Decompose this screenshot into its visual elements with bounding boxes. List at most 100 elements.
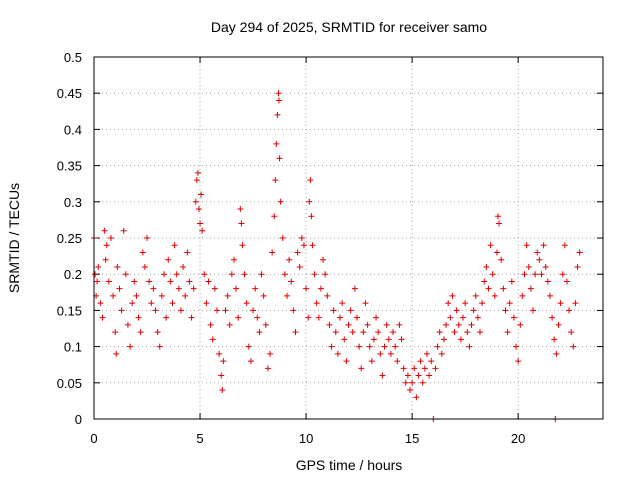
y-axis-title: SRMTID / TECUs (6, 183, 22, 293)
data-point (131, 278, 138, 285)
data-point (332, 329, 339, 336)
data-point (120, 227, 127, 234)
data-point (271, 213, 278, 220)
data-point (436, 329, 443, 336)
data-point (470, 307, 477, 314)
data-point (328, 343, 335, 350)
data-point (419, 379, 426, 386)
data-point (495, 213, 502, 220)
data-point (148, 300, 155, 307)
data-point (158, 292, 165, 299)
data-point (555, 321, 562, 328)
data-point (356, 343, 363, 350)
data-point (254, 314, 261, 321)
data-point (277, 198, 284, 205)
data-point (498, 256, 505, 263)
data-point (203, 300, 210, 307)
data-point (398, 336, 405, 343)
data-point (464, 329, 471, 336)
data-point (165, 256, 172, 263)
data-point (311, 271, 318, 278)
data-point (272, 177, 279, 184)
y-tick-label: 0.3 (64, 195, 82, 210)
data-point (496, 220, 503, 227)
data-point (292, 329, 299, 336)
data-point (468, 321, 475, 328)
data-point (472, 292, 479, 299)
data-point (491, 292, 498, 299)
data-point (169, 300, 176, 307)
y-tick-label: 0.2 (64, 267, 82, 282)
data-point (413, 394, 420, 401)
data-point (500, 285, 507, 292)
data-point (237, 206, 244, 213)
data-point (370, 336, 377, 343)
data-point (462, 300, 469, 307)
ticks: 0 0.05 0.1 0.15 0.2 0.25 0.3 0.35 0.4 0.45 0.5 0 5 10… (57, 50, 603, 446)
data-point (241, 271, 248, 278)
data-point (201, 271, 208, 278)
data-point (276, 155, 283, 162)
data-point (198, 191, 205, 198)
data-point (443, 321, 450, 328)
y-tick-label: 0 (75, 412, 82, 427)
data-point (404, 372, 411, 379)
data-point (502, 307, 509, 314)
data-point (320, 256, 327, 263)
data-point (521, 271, 528, 278)
data-point (326, 321, 333, 328)
data-point (574, 263, 581, 270)
data-point (294, 249, 301, 256)
data-point (485, 285, 492, 292)
data-point (113, 350, 120, 357)
data-point (252, 285, 259, 292)
data-point (432, 365, 439, 372)
data-point (506, 300, 513, 307)
data-point (517, 321, 524, 328)
data-point (324, 292, 331, 299)
data-point (184, 249, 191, 256)
data-point (481, 278, 488, 285)
data-point (421, 365, 428, 372)
data-point (366, 343, 373, 350)
data-point (572, 300, 579, 307)
data-point (457, 336, 464, 343)
data-point (219, 387, 226, 394)
data-point (339, 300, 346, 307)
data-point (474, 314, 481, 321)
data-point (274, 111, 281, 118)
data-point (546, 292, 553, 299)
data-point (434, 343, 441, 350)
data-point (95, 263, 102, 270)
data-point (306, 198, 313, 205)
data-point (228, 271, 235, 278)
data-point (281, 271, 288, 278)
data-point (364, 321, 371, 328)
data-point (307, 177, 314, 184)
data-point (163, 314, 170, 321)
data-point (426, 372, 433, 379)
data-point (385, 336, 392, 343)
data-point (220, 358, 227, 365)
data-point (226, 321, 233, 328)
data-point (345, 321, 352, 328)
data-point (211, 285, 218, 292)
data-point (267, 350, 274, 357)
data-point (447, 314, 454, 321)
data-point (343, 358, 350, 365)
data-point (479, 300, 486, 307)
data-point (445, 300, 452, 307)
data-point (160, 271, 167, 278)
data-point (167, 278, 174, 285)
data-point (453, 307, 460, 314)
data-point (175, 285, 182, 292)
data-point (540, 242, 547, 249)
y-tick-label: 0.1 (64, 340, 82, 355)
data-point (489, 271, 496, 278)
data-point (440, 336, 447, 343)
data-point (493, 249, 500, 256)
data-point (296, 263, 303, 270)
data-point (566, 307, 573, 314)
data-point (233, 285, 240, 292)
data-point (188, 314, 195, 321)
